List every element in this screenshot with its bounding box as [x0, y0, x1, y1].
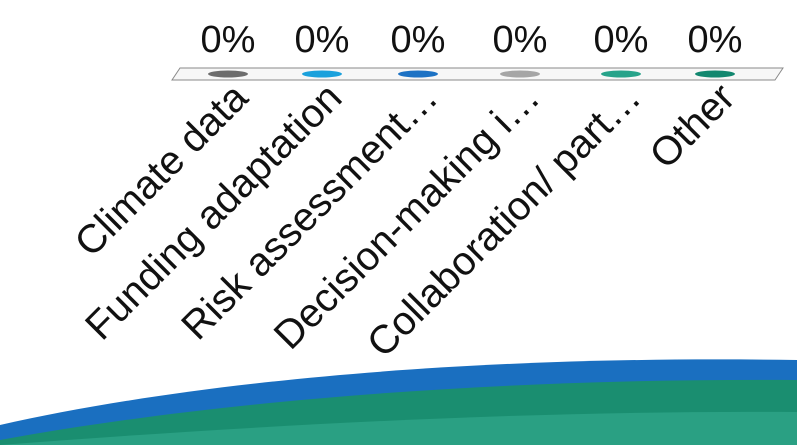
wave-green-light-band	[0, 411, 797, 445]
bar-cap-6	[695, 70, 735, 78]
chart-value-labels: 0% 0% 0% 0% 0% 0%	[201, 19, 743, 61]
value-label-5: 0%	[594, 19, 649, 61]
baseline-platform	[171, 67, 784, 81]
bar-cap-3	[398, 70, 438, 78]
bar-cap-5	[601, 70, 641, 78]
value-label-3: 0%	[391, 19, 446, 61]
value-label-2: 0%	[295, 19, 350, 61]
bar-cap-1	[208, 70, 248, 78]
value-label-4: 0%	[493, 19, 548, 61]
chart-bars	[208, 70, 735, 78]
value-label-6: 0%	[688, 19, 743, 61]
value-label-1: 0%	[201, 19, 256, 61]
chart-baseline	[171, 67, 784, 81]
bar-cap-4	[500, 70, 540, 78]
bar-cap-2	[302, 70, 342, 78]
category-label-6: Other	[642, 75, 744, 177]
